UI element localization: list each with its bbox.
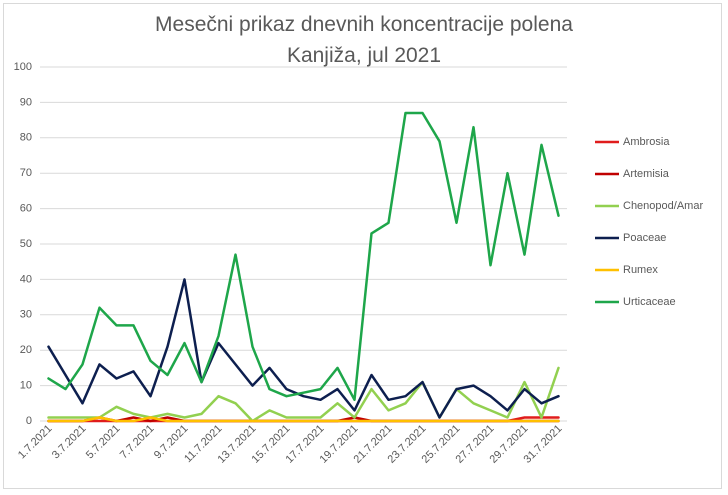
x-axis: 1.7.20213.7.20215.7.20217.7.20219.7.2021… [16, 423, 565, 466]
legend-label: Artemisia [623, 168, 670, 180]
legend-label: Rumex [623, 264, 658, 276]
x-tick-label: 7.7.2021 [118, 423, 157, 462]
legend-label: Ambrosia [623, 136, 670, 148]
legend: Ambrosia Artemisia Chenopod/Amar Poaceae Rum… [595, 136, 703, 308]
chart-subtitle: Kanjiža, jul 2021 [286, 44, 442, 67]
y-tick-label: 60 [20, 203, 32, 215]
y-tick-label: 70 [20, 167, 32, 179]
series-lines [47, 111, 560, 423]
legend-label: Poaceae [623, 232, 666, 244]
y-tick-label: 0 [26, 415, 32, 427]
legend-label: Chenopod/Amar [623, 200, 703, 212]
y-tick-label: 20 [20, 344, 32, 356]
chart-frame [3, 3, 722, 489]
series-line-poaceae [47, 278, 560, 419]
series-line-urticaceae [47, 111, 560, 402]
x-tick-label: 1.7.2021 [16, 423, 55, 462]
series-line-rumex [47, 416, 560, 423]
y-tick-label: 80 [20, 132, 32, 144]
y-tick-label: 40 [20, 273, 32, 285]
y-tick-label: 10 [20, 380, 32, 392]
x-tick-label: 5.7.2021 [84, 423, 123, 462]
y-axis: 0 10 20 30 40 50 60 70 80 90 100 [14, 61, 32, 427]
chart-title: Mesečni prikaz dnevnih koncentracije pol… [155, 13, 573, 36]
y-tick-label: 90 [20, 96, 32, 108]
y-tick-label: 30 [20, 309, 32, 321]
y-tick-label: 50 [20, 238, 32, 250]
series-line-chenopod-amar [47, 366, 560, 423]
y-tick-label: 100 [14, 61, 32, 73]
x-tick-label: 3.7.2021 [50, 423, 89, 462]
legend-label: Urticaceae [623, 296, 676, 308]
